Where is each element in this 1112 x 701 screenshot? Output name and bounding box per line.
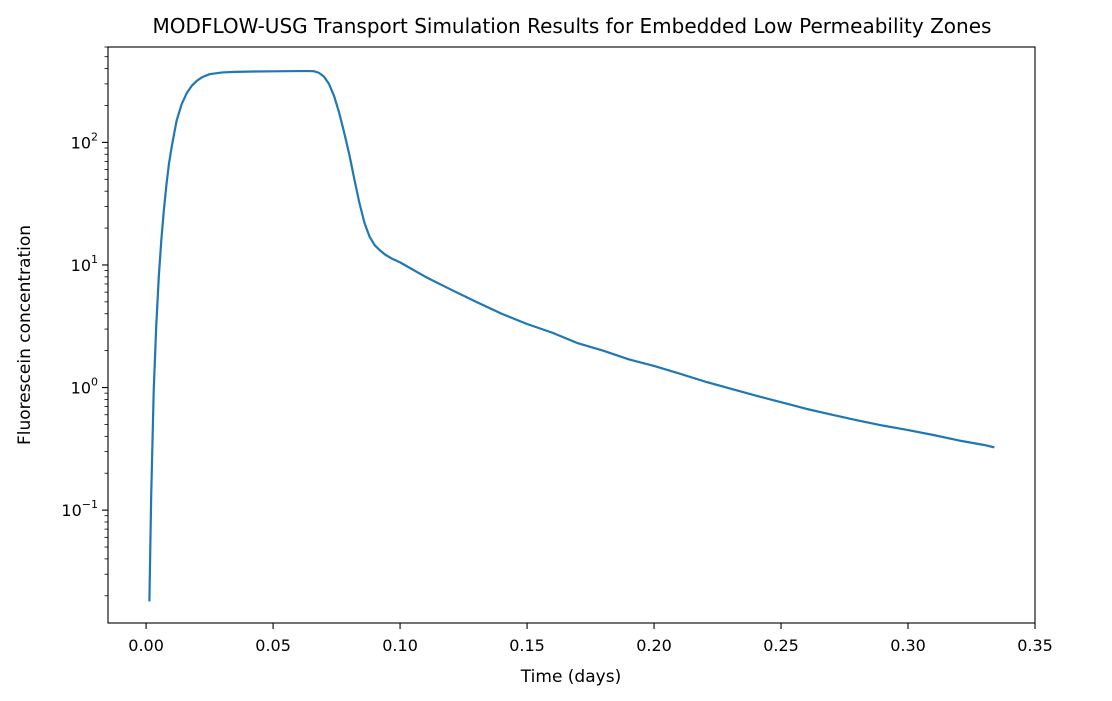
y-tick-exponent: 2 [91, 130, 98, 143]
plot-area [107, 46, 1036, 624]
x-tick-label: 0.25 [763, 636, 799, 655]
y-tick-label: 102 [71, 130, 98, 152]
y-tick-base: 10 [71, 379, 91, 398]
x-axis: 0.00 0.05 0.10 0.15 0.20 0.25 0.30 0.35 [128, 623, 1053, 655]
x-tick-label: 0.30 [890, 636, 926, 655]
y-tick-base: 10 [71, 256, 91, 275]
y-tick-label: 100 [71, 376, 98, 398]
x-tick-label: 0.20 [636, 636, 672, 655]
y-tick-exponent: 0 [91, 376, 98, 389]
x-axis-label: Time (days) [520, 667, 621, 687]
y-axis-label: Fluorescein concentration [15, 225, 35, 445]
y-tick-base: 10 [61, 501, 81, 520]
y-tick-label: 10−1 [61, 498, 98, 520]
series-line-fluorescein [148, 69, 995, 602]
y-tick-exponent: 1 [91, 253, 98, 266]
x-tick-label: 0.35 [1017, 636, 1053, 655]
y-tick-exponent: −1 [82, 498, 98, 511]
x-tick-label: 0.15 [509, 636, 545, 655]
y-tick-label: 101 [71, 253, 98, 275]
x-tick-label: 0.10 [382, 636, 418, 655]
plot-frame [107, 46, 1036, 624]
x-tick-label: 0.00 [128, 636, 164, 655]
x-tick-label: 0.05 [255, 636, 291, 655]
y-tick-base: 10 [71, 133, 91, 152]
chart-title: MODFLOW-USG Transport Simulation Results… [153, 14, 992, 38]
